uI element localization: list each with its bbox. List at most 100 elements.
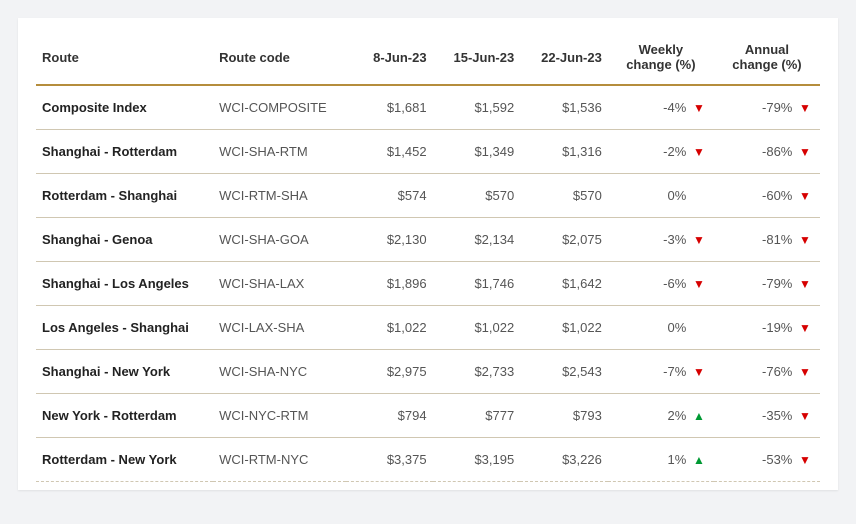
table-row: Composite IndexWCI-COMPOSITE$1,681$1,592…: [36, 85, 820, 130]
cell-annual: -79% ▼: [714, 262, 820, 306]
table-row: Shanghai - Los AngelesWCI-SHA-LAX$1,896$…: [36, 262, 820, 306]
triangle-down-icon: ▼: [690, 277, 708, 291]
triangle-down-icon: ▼: [796, 321, 814, 335]
cell-d1: $794: [346, 394, 433, 438]
triangle-down-icon: ▼: [690, 101, 708, 115]
cell-weekly: 0%: [608, 306, 714, 350]
cell-code: WCI-COMPOSITE: [213, 85, 346, 130]
triangle-down-icon: ▼: [796, 189, 814, 203]
weekly-pct: 2%: [652, 408, 686, 423]
col-weekly-l1: Weekly: [614, 42, 708, 57]
cell-annual: -86% ▼: [714, 130, 820, 174]
cell-d2: $570: [433, 174, 521, 218]
annual-pct: -86%: [758, 144, 792, 159]
cell-d1: $2,130: [346, 218, 433, 262]
annual-pct: -76%: [758, 364, 792, 379]
weekly-pct: -2%: [652, 144, 686, 159]
annual-pct: -79%: [758, 276, 792, 291]
cell-d1: $2,975: [346, 350, 433, 394]
cell-code: WCI-SHA-LAX: [213, 262, 346, 306]
cell-annual: -53% ▼: [714, 438, 820, 482]
cell-d2: $2,134: [433, 218, 521, 262]
annual-pct: -81%: [758, 232, 792, 247]
table-row: Shanghai - GenoaWCI-SHA-GOA$2,130$2,134$…: [36, 218, 820, 262]
triangle-down-icon: ▼: [690, 145, 708, 159]
annual-pct: -19%: [758, 320, 792, 335]
triangle-down-icon: ▼: [796, 233, 814, 247]
col-weekly: Weekly change (%): [608, 32, 714, 85]
triangle-down-icon: ▼: [796, 277, 814, 291]
cell-d3: $1,022: [520, 306, 608, 350]
cell-route: Shanghai - Los Angeles: [36, 262, 213, 306]
weekly-pct: -7%: [652, 364, 686, 379]
col-annual-l1: Annual: [720, 42, 814, 57]
weekly-pct: 0%: [652, 188, 686, 203]
cell-weekly: -3% ▼: [608, 218, 714, 262]
cell-annual: -81% ▼: [714, 218, 820, 262]
cell-route: Rotterdam - New York: [36, 438, 213, 482]
cell-d1: $3,375: [346, 438, 433, 482]
annual-pct: -35%: [758, 408, 792, 423]
triangle-down-icon: ▼: [796, 145, 814, 159]
cell-d3: $2,075: [520, 218, 608, 262]
cell-d2: $1,022: [433, 306, 521, 350]
cell-code: WCI-SHA-RTM: [213, 130, 346, 174]
cell-code: WCI-LAX-SHA: [213, 306, 346, 350]
table-row: Shanghai - New YorkWCI-SHA-NYC$2,975$2,7…: [36, 350, 820, 394]
cell-code: WCI-SHA-NYC: [213, 350, 346, 394]
col-annual: Annual change (%): [714, 32, 820, 85]
weekly-pct: 0%: [652, 320, 686, 335]
cell-d2: $2,733: [433, 350, 521, 394]
table-row: New York - RotterdamWCI-NYC-RTM$794$777$…: [36, 394, 820, 438]
cell-route: Composite Index: [36, 85, 213, 130]
cell-d3: $1,536: [520, 85, 608, 130]
cell-route: New York - Rotterdam: [36, 394, 213, 438]
col-annual-l2: change (%): [720, 57, 814, 72]
col-date-1: 8-Jun-23: [346, 32, 433, 85]
cell-d1: $1,896: [346, 262, 433, 306]
cell-weekly: 0%: [608, 174, 714, 218]
weekly-pct: -3%: [652, 232, 686, 247]
cell-code: WCI-RTM-SHA: [213, 174, 346, 218]
cell-d2: $1,592: [433, 85, 521, 130]
weekly-pct: 1%: [652, 452, 686, 467]
cell-d2: $3,195: [433, 438, 521, 482]
cell-d2: $1,349: [433, 130, 521, 174]
cell-route: Shanghai - New York: [36, 350, 213, 394]
cell-d1: $1,022: [346, 306, 433, 350]
cell-code: WCI-SHA-GOA: [213, 218, 346, 262]
cell-weekly: -4% ▼: [608, 85, 714, 130]
col-weekly-l2: change (%): [614, 57, 708, 72]
cell-d1: $574: [346, 174, 433, 218]
cell-weekly: -7% ▼: [608, 350, 714, 394]
col-route: Route: [36, 32, 213, 85]
cell-d2: $777: [433, 394, 521, 438]
triangle-down-icon: ▼: [796, 409, 814, 423]
cell-d3: $570: [520, 174, 608, 218]
table-row: Los Angeles - ShanghaiWCI-LAX-SHA$1,022$…: [36, 306, 820, 350]
cell-d1: $1,452: [346, 130, 433, 174]
annual-pct: -53%: [758, 452, 792, 467]
cell-annual: -79% ▼: [714, 85, 820, 130]
annual-pct: -60%: [758, 188, 792, 203]
cell-d1: $1,681: [346, 85, 433, 130]
cell-route: Shanghai - Genoa: [36, 218, 213, 262]
table-row: Shanghai - RotterdamWCI-SHA-RTM$1,452$1,…: [36, 130, 820, 174]
cell-code: WCI-NYC-RTM: [213, 394, 346, 438]
triangle-down-icon: ▼: [796, 101, 814, 115]
triangle-down-icon: ▼: [690, 365, 708, 379]
cell-route: Rotterdam - Shanghai: [36, 174, 213, 218]
table-row: Rotterdam - New YorkWCI-RTM-NYC$3,375$3,…: [36, 438, 820, 482]
cell-d3: $793: [520, 394, 608, 438]
cell-d3: $2,543: [520, 350, 608, 394]
table-row: Rotterdam - ShanghaiWCI-RTM-SHA$574$570$…: [36, 174, 820, 218]
triangle-down-icon: ▼: [796, 365, 814, 379]
cell-d3: $3,226: [520, 438, 608, 482]
cell-code: WCI-RTM-NYC: [213, 438, 346, 482]
weekly-pct: -4%: [652, 100, 686, 115]
cell-d2: $1,746: [433, 262, 521, 306]
cell-route: Shanghai - Rotterdam: [36, 130, 213, 174]
cell-weekly: 1% ▲: [608, 438, 714, 482]
cell-weekly: 2% ▲: [608, 394, 714, 438]
col-date-2: 15-Jun-23: [433, 32, 521, 85]
